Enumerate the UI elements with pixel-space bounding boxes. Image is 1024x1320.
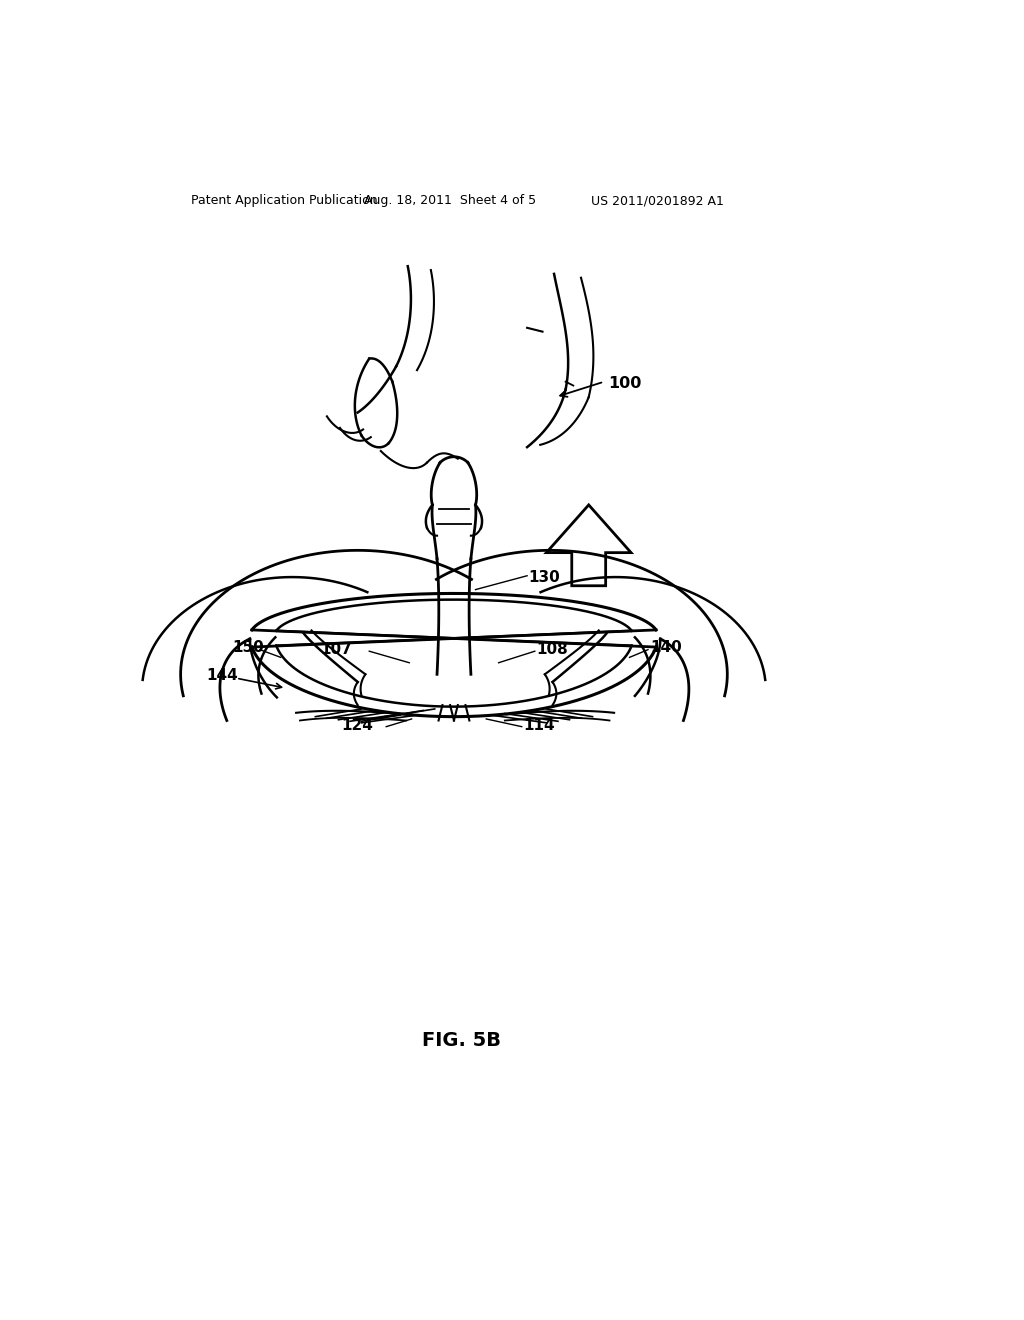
Text: 130: 130 — [528, 570, 560, 585]
Text: 107: 107 — [321, 642, 352, 657]
Text: 114: 114 — [523, 718, 555, 733]
Text: US 2011/0201892 A1: US 2011/0201892 A1 — [591, 194, 724, 207]
Text: FIG. 5B: FIG. 5B — [422, 1031, 501, 1049]
Text: 150: 150 — [232, 640, 264, 655]
Text: 144: 144 — [206, 668, 238, 684]
Text: 124: 124 — [341, 718, 373, 733]
Text: Aug. 18, 2011  Sheet 4 of 5: Aug. 18, 2011 Sheet 4 of 5 — [365, 194, 537, 207]
Text: Patent Application Publication: Patent Application Publication — [190, 194, 377, 207]
Text: 100: 100 — [608, 376, 641, 391]
Text: 108: 108 — [537, 642, 568, 657]
Text: 140: 140 — [650, 640, 682, 655]
